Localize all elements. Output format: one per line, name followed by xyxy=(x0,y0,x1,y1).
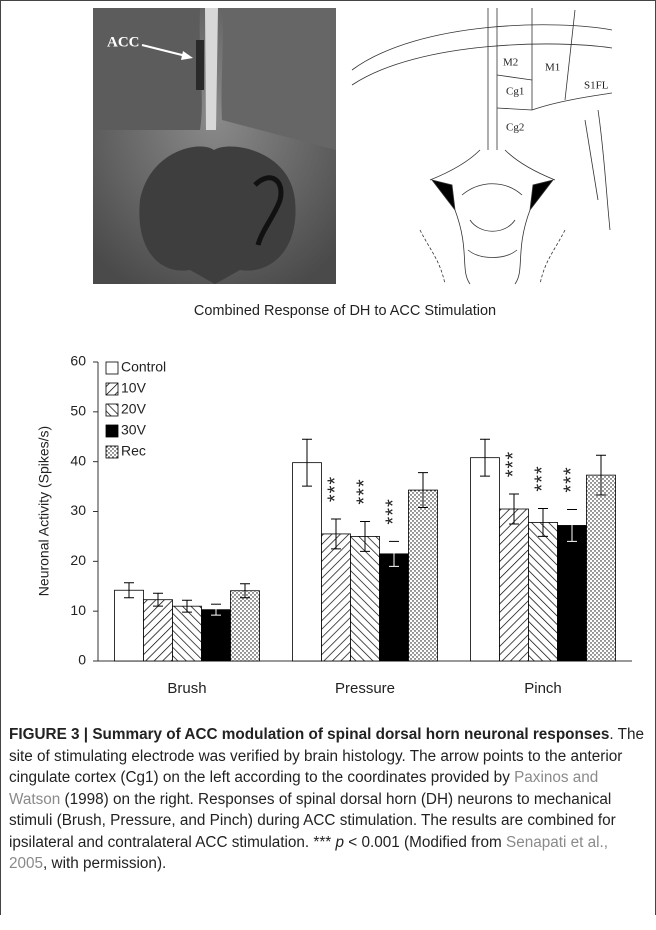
bar xyxy=(558,525,587,661)
bar xyxy=(587,475,616,661)
y-tick-label: 0 xyxy=(78,652,86,668)
bar xyxy=(380,554,409,661)
caption-text: p xyxy=(336,834,345,851)
significance-marker: *** xyxy=(324,476,346,502)
caption-text: , with permission). xyxy=(43,855,166,872)
legend-swatch xyxy=(106,425,118,437)
y-axis-label: Neuronal Activity (Spikes/s) xyxy=(36,426,52,596)
figure: ACC M2 M1 Cg1 Cg2 S1FL Combined Response… xyxy=(0,0,656,720)
atlas-diagram xyxy=(352,8,612,284)
bar xyxy=(293,463,322,661)
bar xyxy=(351,536,380,661)
y-tick-label: 30 xyxy=(70,502,86,518)
y-tick-label: 10 xyxy=(70,602,86,618)
y-tick-label: 50 xyxy=(70,403,86,419)
bar xyxy=(231,591,260,661)
bar xyxy=(115,590,144,661)
caption: FIGURE 3 | Summary of ACC modulation of … xyxy=(9,724,649,875)
significance-marker: *** xyxy=(353,478,375,504)
legend-swatch xyxy=(106,383,118,395)
significance-marker: *** xyxy=(560,466,582,492)
legend-label: Control xyxy=(121,359,166,375)
bar xyxy=(322,534,351,661)
atlas-label: S1FL xyxy=(584,80,609,92)
atlas-label: M2 xyxy=(503,57,518,69)
significance-marker: *** xyxy=(531,465,553,491)
page: ACC M2 M1 Cg1 Cg2 S1FL Combined Response… xyxy=(0,0,656,930)
legend-label: Rec xyxy=(121,443,146,459)
legend-swatch xyxy=(106,446,118,458)
bar xyxy=(471,458,500,661)
caption-title: FIGURE 3 | Summary of ACC modulation of … xyxy=(9,726,609,743)
atlas-label: Cg2 xyxy=(506,122,524,134)
x-tick-label: Pinch xyxy=(524,680,562,697)
y-tick-label: 60 xyxy=(70,353,86,369)
legend-label: 20V xyxy=(121,401,147,417)
y-tick-label: 20 xyxy=(70,552,86,568)
histology-photo: ACC xyxy=(93,8,336,284)
legend-swatch xyxy=(106,404,118,416)
atlas-label: M1 xyxy=(545,62,560,74)
bar xyxy=(173,606,202,661)
x-tick-label: Pressure xyxy=(335,680,395,697)
x-tick-label: Brush xyxy=(167,680,206,697)
bar xyxy=(202,610,231,661)
bar xyxy=(500,509,529,661)
caption-text: < 0.001 (Modified from xyxy=(344,834,506,851)
significance-marker: *** xyxy=(382,498,404,524)
photo-label: ACC xyxy=(107,34,140,50)
legend-label: 30V xyxy=(121,422,147,438)
bar xyxy=(409,490,438,661)
bar xyxy=(144,600,173,661)
atlas-label: Cg1 xyxy=(506,86,524,98)
legend-label: 10V xyxy=(121,380,147,396)
significance-marker: *** xyxy=(502,451,524,477)
chart-title: Combined Response of DH to ACC Stimulati… xyxy=(194,303,496,319)
y-tick-label: 40 xyxy=(70,452,86,468)
legend-swatch xyxy=(106,362,118,374)
bar xyxy=(529,522,558,661)
